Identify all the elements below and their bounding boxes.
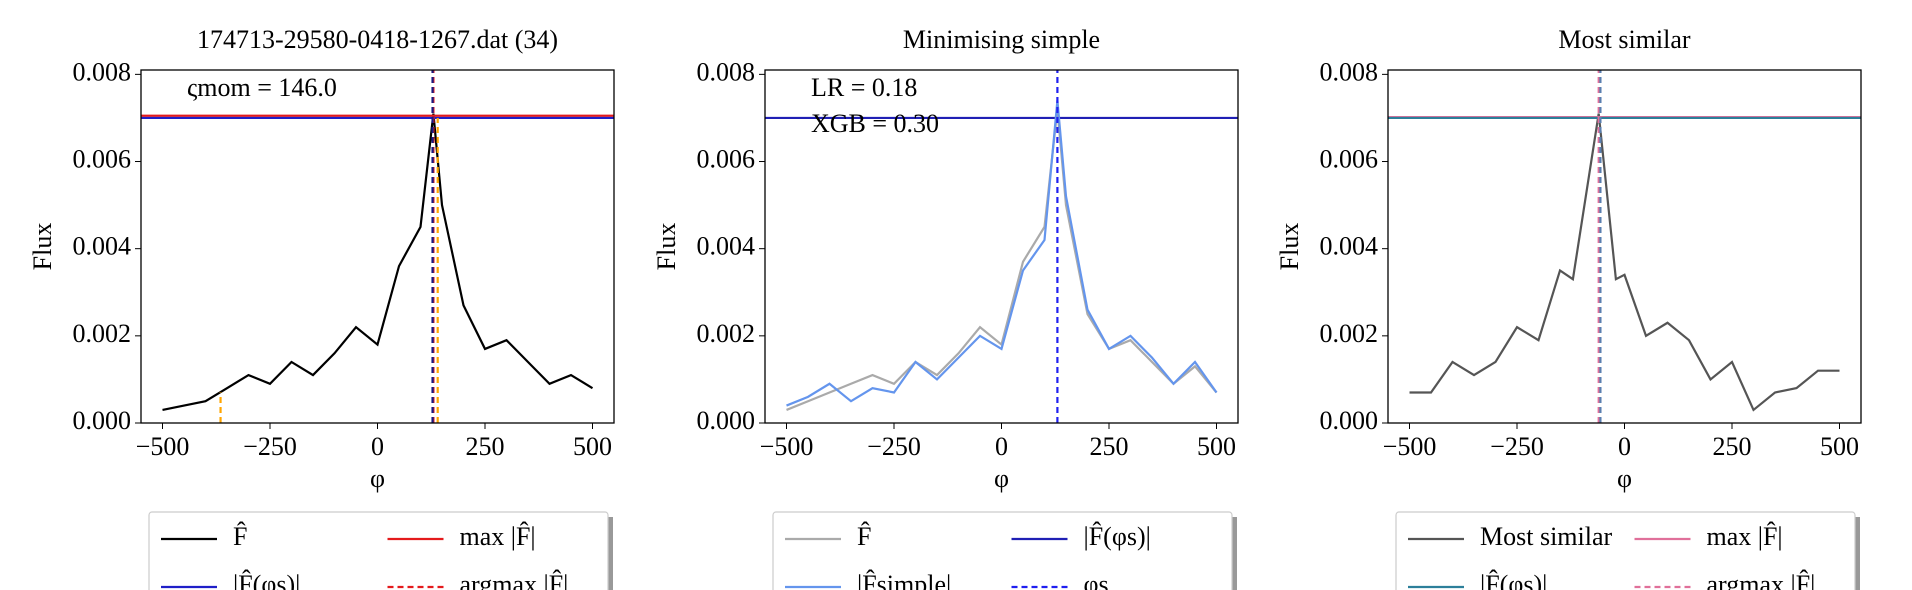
x-tick-label: −250 [1490, 432, 1544, 461]
y-tick-label: 0.008 [73, 57, 132, 86]
data-line [1409, 113, 1840, 412]
legend-box [148, 511, 609, 590]
x-tick-label: 500 [1820, 432, 1859, 461]
y-axis-label: Flux [28, 223, 57, 271]
y-tick-label: 0.006 [697, 144, 756, 173]
x-tick-label: −250 [243, 432, 297, 461]
plot-frame [140, 69, 615, 424]
legend-label: max |F̂| [1707, 522, 1783, 551]
y-tick-label: 0.004 [1320, 232, 1379, 261]
y-axis-label: Flux [1275, 223, 1304, 271]
y-tick-label: 0.002 [1320, 319, 1379, 348]
chart-title: Minimising simple [903, 25, 1100, 54]
data-line [786, 100, 1218, 407]
legend-label: Most similar [1480, 522, 1613, 551]
legend-label: argmax |F̂| [1707, 570, 1816, 590]
x-tick-label: 500 [1197, 432, 1236, 461]
legend-label: |F̂(φs)| [233, 570, 300, 590]
x-axis-label: φ [370, 464, 385, 493]
y-tick-label: 0.004 [73, 232, 132, 261]
annotation: ςmom = 146.0 [187, 73, 337, 102]
x-axis-label: φ [1617, 464, 1632, 493]
legend-label: |F̂simple| [857, 570, 951, 590]
x-tick-label: 250 [466, 432, 505, 461]
legend-label: argmax |F̂| [460, 570, 569, 590]
data-line [162, 113, 594, 412]
x-tick-label: 250 [1713, 432, 1752, 461]
y-tick-label: 0.008 [697, 57, 756, 86]
legend-label: F̂ [857, 522, 871, 551]
legend-label: φs [1084, 570, 1109, 590]
legend-box [772, 511, 1233, 590]
y-tick-label: 0.000 [697, 406, 756, 435]
x-tick-label: −500 [1383, 432, 1437, 461]
x-tick-label: −500 [760, 432, 814, 461]
legend-label: F̂ [233, 522, 247, 551]
plot-frame [1387, 69, 1862, 424]
x-tick-label: 0 [1618, 432, 1631, 461]
y-tick-label: 0.006 [1320, 144, 1379, 173]
annotation: LR = 0.18 [811, 73, 917, 102]
y-tick-label: 0.004 [697, 232, 756, 261]
y-tick-label: 0.002 [697, 319, 756, 348]
x-axis-label: φ [994, 464, 1009, 493]
x-tick-label: −500 [136, 432, 190, 461]
y-axis-label: Flux [652, 223, 681, 271]
data-line [786, 109, 1218, 411]
legend-box [1395, 511, 1856, 590]
annotation: XGB = 0.30 [811, 109, 939, 138]
plot-frame [764, 69, 1239, 424]
chart-title: Most similar [1558, 25, 1691, 54]
x-tick-label: 500 [573, 432, 612, 461]
y-tick-label: 0.000 [73, 406, 132, 435]
y-tick-label: 0.006 [73, 144, 132, 173]
x-tick-label: 250 [1090, 432, 1129, 461]
y-tick-label: 0.008 [1320, 57, 1379, 86]
x-tick-label: 0 [995, 432, 1008, 461]
y-tick-label: 0.000 [1320, 406, 1379, 435]
legend-label: max |F̂| [460, 522, 536, 551]
legend-label: |F̂(φs)| [1480, 570, 1547, 590]
x-tick-label: 0 [371, 432, 384, 461]
chart-title: 174713-29580-0418-1267.dat (34) [197, 25, 558, 54]
legend-label: |F̂(φs)| [1084, 522, 1151, 551]
y-tick-label: 0.002 [73, 319, 132, 348]
x-tick-label: −250 [867, 432, 921, 461]
